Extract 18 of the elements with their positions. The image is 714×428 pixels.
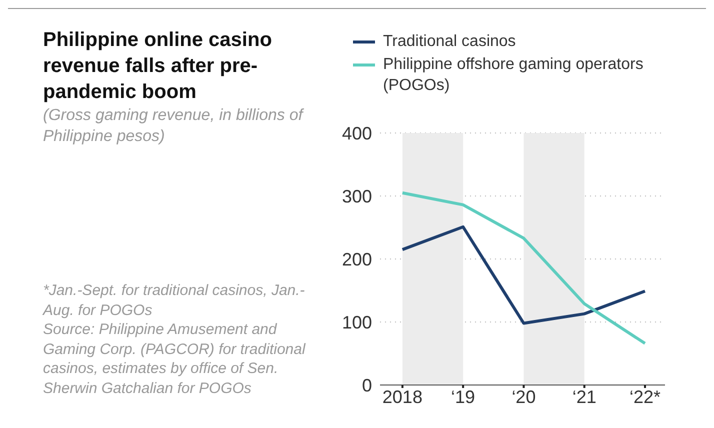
x-tick-label: 2018 [382, 386, 422, 407]
x-tick-label: ‘22* [629, 386, 661, 407]
y-tick-label: 300 [342, 186, 372, 206]
text: (Gross gaming revenue, in billions of Philippine pesos) [43, 106, 305, 147]
x-tick-label: ‘20 [512, 386, 536, 407]
legend-label: Philippine offshore gaming operators (POGOs) [383, 55, 644, 96]
line-series [400, 225, 646, 325]
text: *Jan.-Sept. for traditional casinos, Jan.-Aug. for POGOs [43, 281, 306, 320]
x-tick-label: ‘19 [451, 386, 476, 407]
legend-label: Traditional casinos [383, 32, 516, 52]
text: Philippine online casino revenue falls after pre-pandemic boom [43, 28, 273, 105]
line-series [400, 191, 646, 345]
x-tick-label: ‘21 [572, 386, 596, 407]
y-tick-label: 0 [362, 375, 372, 396]
y-tick-label: 100 [342, 312, 372, 332]
y-tick-label: 200 [342, 249, 372, 270]
y-tick-label: 400 [342, 123, 372, 144]
source-note: Source: Philippine Amusement and Gaming Corp. (PAGCOR) for traditional casinos, estimates by office of Sen. Sherwin Gatchalian for POGOs [43, 320, 307, 398]
